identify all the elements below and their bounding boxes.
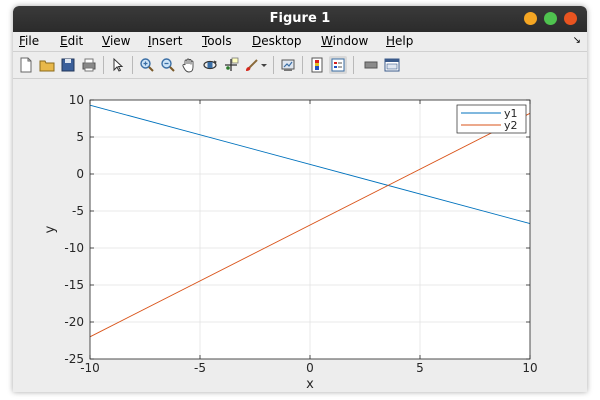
legend-box <box>456 104 527 134</box>
tick-labels: -10 -5 0 5 10 -25 -20 -15 -10 -5 0 5 10 <box>64 93 537 375</box>
menu-edit[interactable]: Edit <box>60 34 84 48</box>
pointer-icon[interactable] <box>109 56 127 74</box>
toolbar-separator <box>353 56 354 74</box>
ticks <box>89 99 531 360</box>
y-tick-label: -10 <box>64 241 84 255</box>
zoom-in-icon[interactable] <box>138 56 156 74</box>
series-group <box>89 104 531 338</box>
figure-canvas: -10 -5 0 5 10 -25 -20 -15 -10 -5 0 5 10 x y y1 y2 <box>13 79 587 392</box>
toolbar-separator <box>103 56 104 74</box>
series-line-y2[interactable] <box>89 112 531 338</box>
menu-window[interactable]: Window <box>321 34 369 48</box>
hide-plot-tools-icon[interactable] <box>362 56 380 74</box>
x-tick-label: 0 <box>306 361 314 375</box>
y-tick-label: 5 <box>76 130 84 144</box>
x-tick-label: -10 <box>80 361 100 375</box>
x-axis-label: x <box>306 377 314 392</box>
y-axis-label: y <box>43 225 58 233</box>
toolbar-separator <box>132 56 133 74</box>
menu-bar: File Edit View Insert Tools Desktop Wind… <box>13 32 587 52</box>
pan-icon[interactable] <box>180 56 198 74</box>
y-tick-label: -20 <box>64 315 84 329</box>
menu-insert[interactable]: Insert <box>148 34 183 48</box>
menu-file[interactable]: File <box>19 34 40 48</box>
y-tick-label: -5 <box>72 204 84 218</box>
x-tick-label: 5 <box>416 361 424 375</box>
series-line-y1[interactable] <box>89 104 531 225</box>
title-bar[interactable]: Figure 1 <box>13 6 587 32</box>
data-cursor-icon[interactable] <box>222 56 240 74</box>
menu-tools[interactable]: Tools <box>202 34 232 48</box>
y-tick-label: 10 <box>69 93 84 107</box>
toolbar-separator <box>273 56 274 74</box>
show-plot-tools-icon[interactable] <box>383 56 401 74</box>
legend-icon[interactable] <box>329 56 347 74</box>
open-file-icon[interactable] <box>38 56 56 74</box>
window-title: Figure 1 <box>269 11 331 26</box>
brush-icon[interactable] <box>243 56 261 74</box>
brush-dropdown-icon[interactable] <box>260 56 268 74</box>
new-figure-icon[interactable] <box>17 56 35 74</box>
print-icon[interactable] <box>80 56 98 74</box>
maximize-button[interactable] <box>544 12 557 25</box>
toolbar-separator <box>302 56 303 74</box>
colorbar-icon[interactable] <box>308 56 326 74</box>
save-icon[interactable] <box>59 56 77 74</box>
figure-window: Figure 1 File Edit View Insert Tools Des… <box>13 6 587 392</box>
link-plot-icon[interactable] <box>279 56 297 74</box>
zoom-out-icon[interactable] <box>159 56 177 74</box>
legend-label-y1: y1 <box>504 107 518 120</box>
x-tick-label: -5 <box>194 361 206 375</box>
y-tick-label: -25 <box>64 352 84 366</box>
menu-view[interactable]: View <box>102 34 131 48</box>
minimize-button[interactable] <box>524 12 537 25</box>
menu-desktop[interactable]: Desktop <box>252 34 302 48</box>
close-button[interactable] <box>564 12 577 25</box>
y-tick-label: 0 <box>76 167 84 181</box>
y-tick-label: -15 <box>64 278 84 292</box>
menu-overflow-arrow-icon[interactable]: ↘ <box>572 35 581 46</box>
rotate-3d-icon[interactable] <box>201 56 219 74</box>
x-tick-label: 10 <box>522 361 537 375</box>
toolbar <box>13 52 587 79</box>
menu-help[interactable]: Help <box>386 34 414 48</box>
legend-label-y2: y2 <box>504 119 518 132</box>
